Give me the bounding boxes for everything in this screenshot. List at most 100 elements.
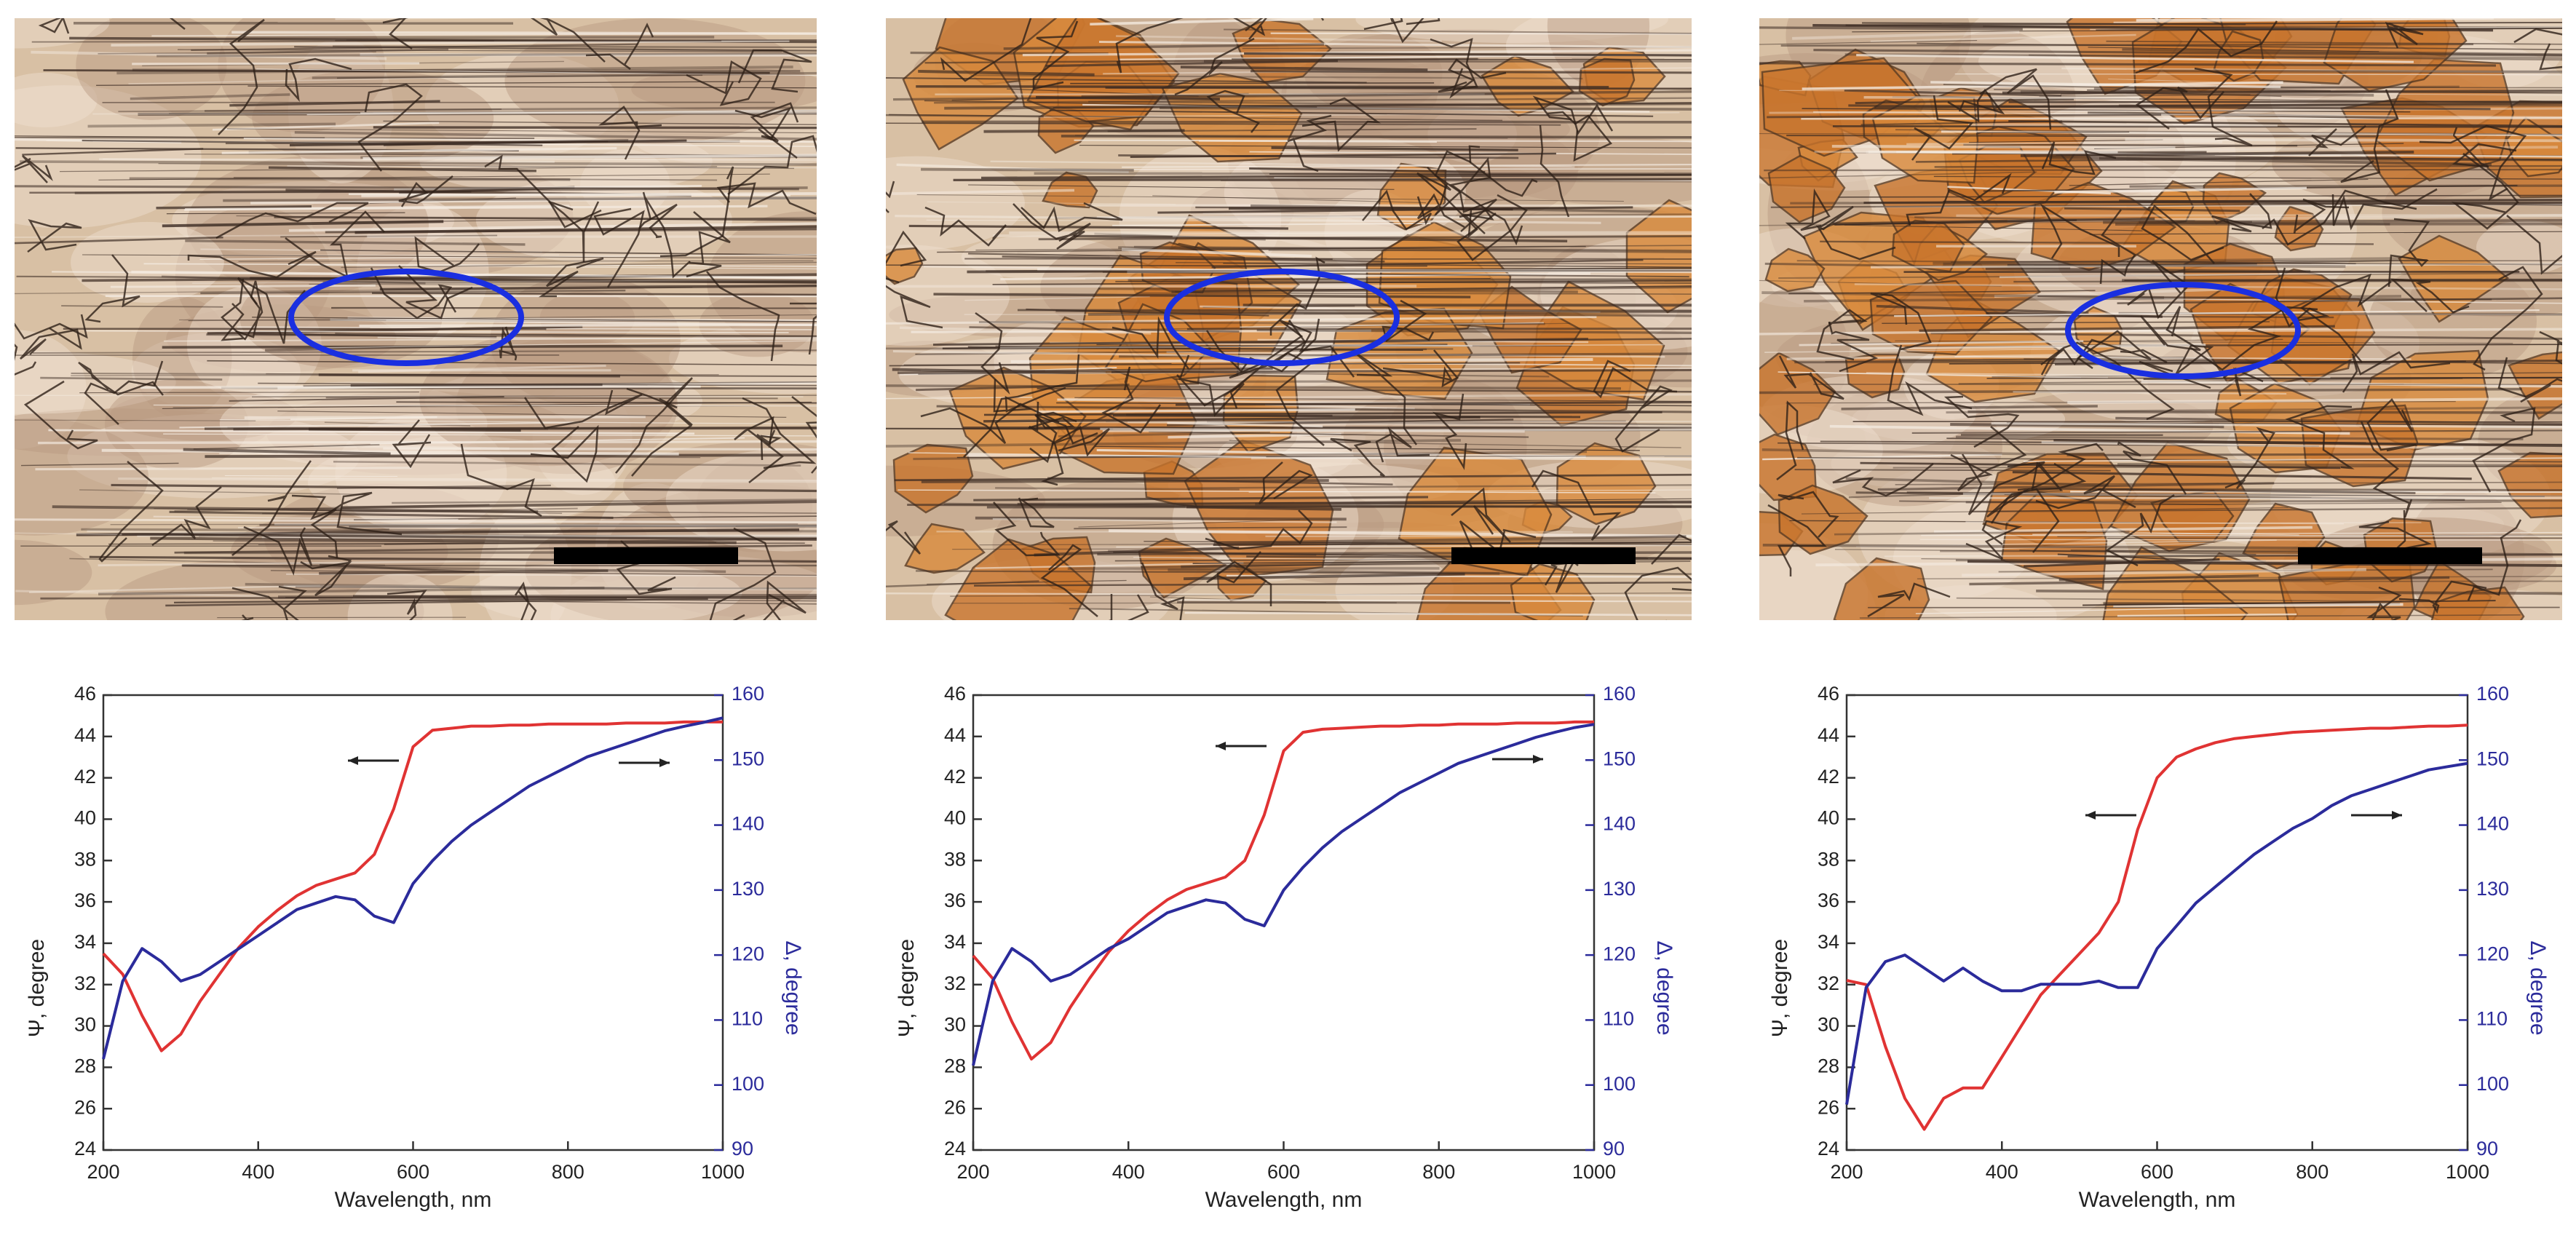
polish-streak [162, 344, 783, 349]
polish-streak [2108, 78, 2321, 86]
data-line [1845, 761, 2468, 1105]
grain-boundary [530, 424, 599, 483]
grain-boundary [2190, 306, 2318, 371]
grain-boundary [1051, 426, 1110, 457]
polish-streak [1844, 53, 2562, 60]
grain-boundary [1416, 183, 1465, 229]
polish-streak [231, 31, 817, 35]
grain-boundary [1258, 461, 1313, 504]
polish-streak [174, 544, 812, 554]
data-line [102, 716, 724, 1060]
polish-streak [1271, 146, 1518, 151]
x-tick-label: 1000 [1572, 1161, 1616, 1183]
grain-boundary [1176, 354, 1245, 417]
grain-boundary [1021, 202, 1123, 232]
grain-boundary [1870, 292, 1932, 351]
polish-streak [953, 178, 1692, 182]
grain-boundary [585, 23, 654, 71]
grain-boundary [1539, 124, 1570, 218]
grain-boundary [1651, 534, 1692, 565]
grain-boundary [924, 206, 1007, 247]
grain-boundary [2467, 519, 2522, 601]
grain-boundary [638, 203, 678, 239]
polish-streak [71, 374, 719, 376]
polish-streak [156, 205, 312, 210]
polish-streak [379, 284, 817, 291]
polish-streak [318, 373, 620, 378]
y-tick-label: 36 [1818, 889, 1839, 911]
grain-boundary [1778, 355, 1844, 400]
polish-streak [1149, 431, 1529, 438]
polish-streak [1058, 498, 1692, 506]
polish-streak [1859, 614, 2521, 619]
polish-streak [15, 518, 817, 524]
grain-boundary [975, 312, 1010, 395]
polish-streak [981, 173, 1692, 180]
grain-boundary [2387, 218, 2430, 288]
y-axis-label: Ψ, degree [895, 939, 919, 1037]
polish-streak [221, 147, 617, 154]
y2-tick-label: 160 [1603, 683, 1636, 705]
grain-boundary [2285, 405, 2355, 469]
grain-boundary [27, 219, 82, 253]
polish-streak [927, 579, 1127, 585]
polish-streak [359, 323, 817, 328]
x-tick-label: 600 [1267, 1161, 1300, 1183]
grain-boundary [499, 326, 518, 361]
grain-boundary [2419, 124, 2527, 201]
tone-patch [71, 221, 224, 303]
grain-boundary [598, 106, 662, 160]
y-tick-label: 46 [1818, 683, 1839, 705]
grain-boundary [484, 154, 602, 229]
y-tick-label: 40 [1818, 807, 1839, 829]
polish-streak [1919, 539, 2562, 541]
polish-streak [35, 467, 412, 471]
polish-streak [1074, 397, 1692, 402]
polish-streak [1906, 140, 2223, 146]
polish-streak [1991, 421, 2562, 429]
grain-boundary [1911, 95, 1974, 161]
axis-arrow-head [659, 758, 670, 767]
grain-boundary [291, 494, 338, 558]
grain-boundary [2308, 125, 2366, 156]
polish-streak [1911, 429, 2562, 434]
polish-streak [2036, 589, 2562, 595]
grain-boundary [2385, 22, 2424, 49]
polish-streak [1180, 66, 1428, 71]
x-axis-label: Wavelength, nm [335, 1188, 492, 1212]
micrograph [1759, 18, 2562, 620]
grain-boundary [1206, 90, 1260, 133]
polish-streak [118, 477, 817, 483]
polish-streak [1021, 168, 1692, 170]
polish-streak [377, 336, 817, 341]
polish-streak [1061, 135, 1692, 139]
polish-streak [1934, 164, 2562, 168]
polish-streak [1950, 422, 2224, 429]
polish-streak [15, 236, 223, 245]
polish-streak [1184, 611, 1692, 616]
polish-streak [116, 66, 793, 75]
polish-streak [1186, 328, 1692, 330]
polish-streak [1820, 440, 2562, 445]
polish-streak [358, 364, 606, 373]
polish-streak [179, 421, 579, 429]
grain-boundary [1468, 145, 1538, 197]
polish-streak [224, 475, 398, 477]
polish-streak [1863, 198, 2562, 204]
polish-streak [1860, 461, 2341, 469]
grain-boundary [2031, 461, 2087, 491]
polish-streak [918, 69, 1095, 76]
grain-boundary [2472, 407, 2536, 493]
y2-tick-label: 90 [1603, 1138, 1625, 1159]
polish-streak [1171, 599, 1692, 603]
axis-arrow-head [348, 756, 358, 765]
polish-streak [245, 582, 667, 591]
polish-streak [200, 289, 626, 295]
grain-boundary [1624, 566, 1692, 620]
polish-streak [1788, 290, 2096, 295]
chart: 200 400 600 800 1000 24 26 28 30 32 34 36 38 40 42 44 46… [895, 683, 1676, 1212]
polish-streak [87, 529, 524, 538]
y-tick-label: 30 [1818, 1014, 1839, 1036]
y-tick-label: 44 [1818, 724, 1839, 746]
polish-streak [82, 139, 543, 146]
